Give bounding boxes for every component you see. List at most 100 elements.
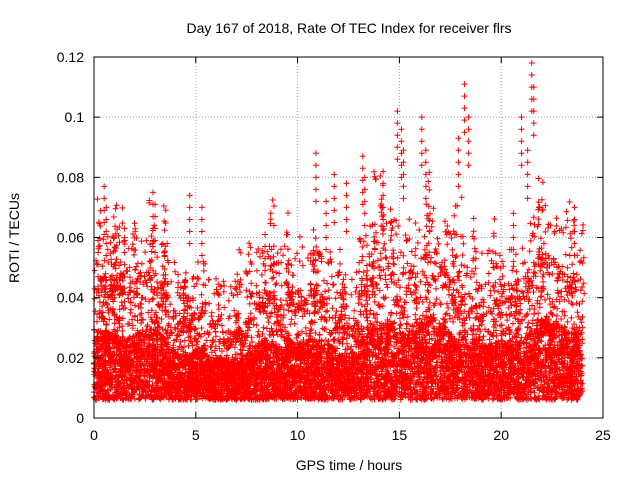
roti-peak-trail-point [323, 210, 330, 217]
roti-peak-trail-point [359, 189, 366, 196]
roti-peak-trail-point [465, 138, 472, 145]
roti-peak-trail-point [394, 120, 401, 127]
roti-peak-trail-point [518, 126, 525, 133]
roti-peak-trail-point [418, 162, 425, 169]
roti-peak-point [198, 204, 205, 211]
roti-peak-trail-point [262, 267, 269, 274]
roti-peak-trail-point [465, 162, 472, 169]
roti-peak-point [418, 114, 425, 121]
roti-peak-point [530, 84, 537, 91]
roti-peak-trail-point [400, 159, 407, 166]
roti-peak-trail-point [343, 216, 350, 223]
x-tick-label: 0 [90, 427, 98, 443]
roti-peak-point [400, 147, 407, 154]
roti-peak-trail-point [394, 132, 401, 139]
roti-peak-trail-point [455, 147, 462, 154]
x-tick-label: 20 [493, 427, 509, 443]
x-tick-label: 10 [290, 427, 306, 443]
roti-peak-trail-point [186, 216, 193, 223]
y-tick-label: 0.04 [57, 290, 84, 306]
data-points [91, 60, 588, 403]
roti-peak-trail-point [323, 222, 330, 229]
roti-peak-trail-point [312, 198, 319, 205]
roti-peak-trail-point [571, 216, 578, 223]
roti-peak-point [394, 108, 401, 115]
roti-peak-trail-point [394, 156, 401, 163]
roti-peak-trail-point [95, 261, 102, 268]
roti-peak-trail-point [359, 165, 366, 172]
roti-peak-trail-point [465, 126, 472, 133]
roti-peak-point [101, 183, 108, 190]
roti-peak-point [398, 126, 405, 133]
roti-peak-trail-point [510, 222, 517, 229]
y-tick-label: 0.02 [57, 350, 84, 366]
roti-peak-trail-point [530, 120, 537, 127]
axis-ticks [93, 56, 604, 419]
roti-peak-trail-point [361, 210, 368, 217]
roti-peak-trail-point [518, 150, 525, 157]
roti-peak-trail-point [530, 132, 537, 139]
roti-peak-trail-point [461, 93, 468, 100]
y-tick-label: 0.08 [57, 169, 84, 185]
roti-peak-trail-point [422, 159, 429, 166]
roti-peak-trail-point [312, 186, 319, 193]
roti-peak-trail-point [152, 249, 159, 256]
roti-peak-trail-point [103, 216, 110, 223]
roti-point-cloud [91, 168, 588, 403]
roti-peak-trail-point [95, 273, 102, 280]
roti-peak-trail-point [359, 201, 366, 208]
roti-peak-trail-point [186, 204, 193, 211]
roti-peak-trail-point [361, 198, 368, 205]
roti-peak-trail-point [262, 255, 269, 262]
x-axis-label: GPS time / hours [296, 457, 403, 473]
roti-peak-point [103, 204, 110, 211]
roti-peak-trail-point [380, 180, 387, 187]
x-tick-label: 15 [392, 427, 408, 443]
roti-peak-point [380, 168, 387, 175]
roti-peak-trail-point [198, 252, 205, 259]
roti-peak-trail-point [510, 234, 517, 241]
y-tick-label: 0.06 [57, 230, 84, 246]
roti-peak-trail-point [312, 162, 319, 169]
roti-peak-trail-point [418, 138, 425, 145]
roti-peak-trail-point [343, 228, 350, 235]
roti-peak-trail-point [103, 228, 110, 235]
roti-peak-trail-point [323, 246, 330, 253]
roti-peak-point [361, 174, 368, 181]
roti-peak-trail-point [121, 249, 128, 256]
roti-peak-trail-point [343, 204, 350, 211]
roti-peak-trail-point [152, 237, 159, 244]
roti-peak-trail-point [101, 195, 108, 202]
roti-peak-trail-point [380, 192, 387, 199]
roti-peak-trail-point [524, 159, 531, 166]
roti-peak-trail-point [524, 183, 531, 190]
roti-peak-trail-point [101, 231, 108, 238]
roti-peak-point [121, 225, 128, 232]
roti-peak-trail-point [510, 246, 517, 253]
roti-peak-trail-point [571, 252, 578, 259]
roti-peak-trail-point [398, 162, 405, 169]
roti-peak-trail-point [331, 195, 338, 202]
y-tick-label: 0.12 [57, 49, 84, 65]
roti-peak-trail-point [528, 72, 535, 79]
roti-peak-trail-point [518, 162, 525, 169]
roti-peak-point [465, 114, 472, 121]
roti-peak-trail-point [262, 243, 269, 250]
roti-peak-trail-point [422, 171, 429, 178]
roti-peak-trail-point [101, 207, 108, 214]
roti-peak-point [152, 201, 159, 208]
roti-peak-trail-point [422, 183, 429, 190]
roti-peak-point [312, 150, 319, 157]
x-tick-label: 25 [595, 427, 611, 443]
roti-peak-trail-point [380, 204, 387, 211]
x-tick-label: 5 [192, 427, 200, 443]
roti-peak-trail-point [455, 159, 462, 166]
roti-peak-point [524, 147, 531, 154]
roti-peak-trail-point [400, 195, 407, 202]
roti-peak-trail-point [461, 105, 468, 112]
roti-peak-trail-point [198, 216, 205, 223]
roti-peak-point [343, 180, 350, 187]
roti-peak-trail-point [524, 171, 531, 178]
roti-peak-trail-point [101, 219, 108, 226]
